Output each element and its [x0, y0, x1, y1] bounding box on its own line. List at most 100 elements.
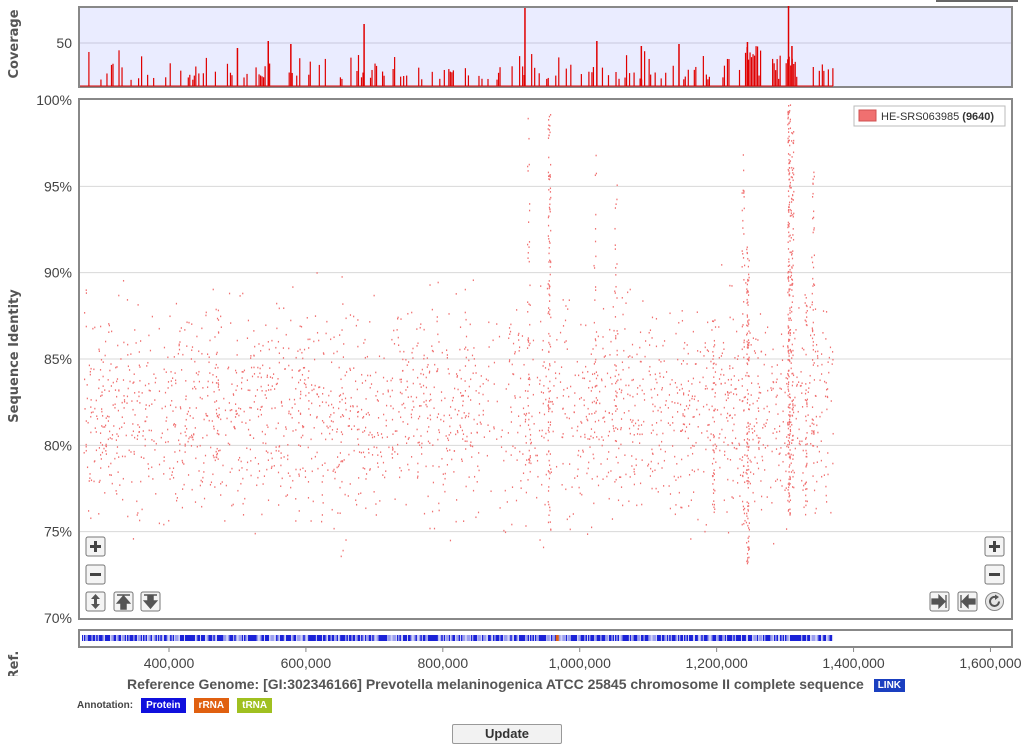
scatter-point — [436, 416, 439, 419]
scatter-point — [167, 381, 170, 383]
scatter-point — [199, 444, 201, 447]
scatter-point — [334, 471, 336, 474]
scatter-point — [510, 411, 513, 413]
scatter-point — [746, 363, 749, 366]
scatter-point — [540, 320, 542, 323]
scatter-point — [808, 387, 810, 389]
scatter-point — [758, 386, 761, 389]
scatter-point — [624, 328, 626, 330]
scatter-point — [569, 463, 571, 465]
scatter-point — [746, 480, 748, 482]
scatter-point — [811, 196, 814, 198]
scatter-point — [792, 354, 794, 357]
scatter-point — [743, 300, 745, 303]
scatter-point — [804, 319, 806, 322]
scatter-point — [714, 371, 717, 373]
reset-view-button[interactable] — [985, 592, 1004, 611]
scatter-point — [721, 368, 723, 371]
shift-right-button[interactable] — [929, 591, 950, 612]
scatter-point — [363, 342, 365, 344]
y-tick-label: 100% — [36, 92, 72, 108]
scatter-point — [548, 390, 550, 393]
zoom-in-y-button[interactable] — [85, 536, 106, 557]
scatter-point — [550, 163, 552, 166]
scatter-point — [525, 414, 527, 417]
scatter-point — [728, 414, 731, 417]
expand-y-button[interactable] — [85, 591, 106, 612]
scatter-point — [234, 403, 237, 405]
zoom-out-x-button[interactable] — [984, 564, 1005, 585]
scatter-point — [649, 329, 652, 332]
scatter-point — [710, 360, 712, 363]
scatter-point — [261, 430, 263, 433]
update-button[interactable]: Update — [452, 724, 562, 744]
scatter-point — [631, 379, 633, 382]
scatter-point — [713, 339, 715, 342]
scatter-point — [655, 317, 658, 320]
scatter-point — [460, 395, 463, 397]
scatter-point — [227, 367, 229, 370]
scatter-point — [89, 477, 91, 479]
scatter-point — [100, 467, 102, 469]
scatter-point — [714, 408, 716, 411]
scatter-point — [362, 451, 365, 454]
scatter-point — [423, 512, 426, 515]
scatter-point — [420, 386, 422, 388]
annotation-rrna-badge[interactable]: rRNA — [193, 697, 230, 713]
scatter-point — [746, 332, 748, 335]
scatter-point — [280, 400, 283, 403]
scatter-point — [811, 337, 814, 340]
scatter-point — [743, 278, 745, 281]
scatter-point — [527, 170, 529, 172]
scatter-point — [602, 347, 604, 350]
annotation-protein-badge[interactable]: Protein — [141, 697, 186, 713]
scatter-point — [528, 163, 530, 166]
scatter-point — [431, 308, 433, 311]
scatter-point — [192, 417, 194, 419]
scatter-point — [377, 400, 379, 402]
scatter-point — [287, 454, 289, 457]
scatter-point — [217, 366, 219, 369]
scatter-point — [400, 378, 402, 381]
shift-down-button[interactable] — [140, 591, 161, 612]
scatter-point — [240, 482, 242, 485]
shift-up-button[interactable] — [113, 591, 134, 612]
scatter-point — [669, 424, 671, 426]
scatter-point — [791, 289, 793, 291]
scatter-point — [183, 463, 185, 465]
zoom-in-x-button[interactable] — [984, 536, 1005, 557]
scatter-point — [687, 394, 690, 396]
scatter-point — [527, 339, 529, 341]
scatter-point — [116, 433, 118, 435]
scatter-point — [392, 433, 394, 435]
scatter-point — [266, 468, 268, 471]
scatter-point — [681, 429, 684, 431]
scatter-point — [169, 478, 171, 480]
scatter-point — [787, 446, 790, 449]
scatter-point — [132, 538, 135, 540]
reference-link-button[interactable]: LINK — [873, 678, 906, 692]
scatter-point — [616, 330, 618, 332]
scatter-point — [747, 339, 750, 341]
scatter-point — [791, 156, 793, 158]
scatter-point — [758, 448, 760, 451]
scatter-point — [597, 374, 599, 377]
scatter-point — [718, 326, 720, 328]
scatter-point — [773, 542, 775, 545]
scatter-point — [796, 376, 798, 379]
scatter-point — [771, 450, 773, 453]
scatter-point — [752, 337, 754, 340]
annotation-trna-badge[interactable]: tRNA — [237, 697, 273, 713]
scatter-point — [562, 433, 564, 435]
scatter-point — [160, 436, 162, 439]
scatter-point — [609, 328, 611, 331]
scatter-point — [625, 384, 627, 387]
scatter-point — [392, 448, 394, 450]
scatter-point — [562, 395, 564, 397]
scatter-point — [756, 434, 758, 437]
scatter-point — [266, 376, 268, 378]
scatter-point — [397, 443, 399, 446]
shift-left-button[interactable] — [957, 591, 978, 612]
scatter-point — [832, 432, 834, 435]
zoom-out-y-button[interactable] — [85, 564, 106, 585]
